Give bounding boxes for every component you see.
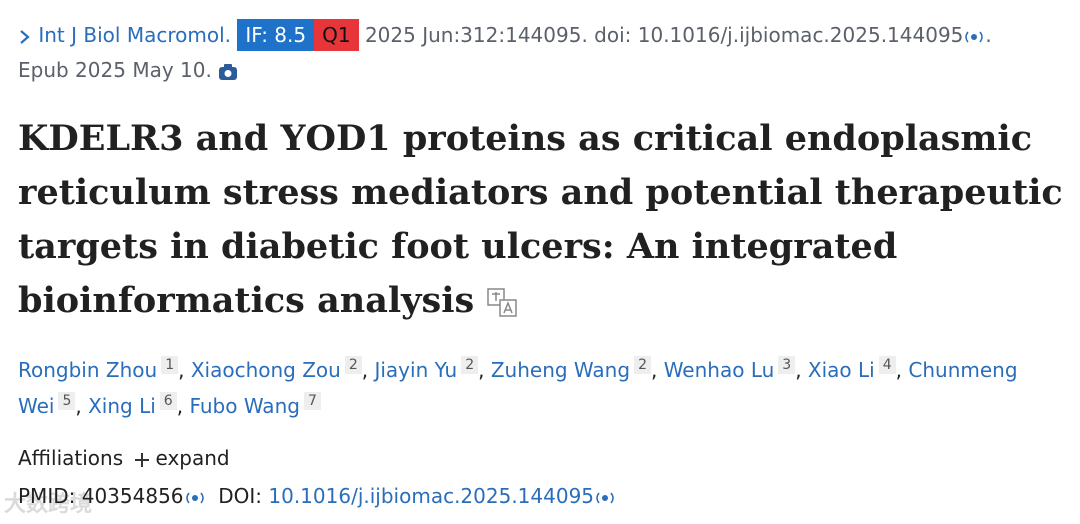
author-name[interactable]: Xiao Li: [807, 358, 875, 382]
author-separator: ,: [478, 358, 485, 382]
author-separator: ,: [650, 358, 658, 382]
quartile-badge: Q1: [314, 19, 359, 51]
affiliation-number[interactable]: 2: [461, 356, 479, 374]
author-name[interactable]: Xiaochong Zou: [190, 358, 341, 382]
doi-icon: [965, 31, 984, 42]
impact-factor-badge: IF: 8.5: [237, 19, 315, 51]
pmid-label: PMID:: [18, 484, 76, 508]
affiliation-number[interactable]: 2: [634, 356, 651, 374]
plus-icon[interactable]: [129, 450, 155, 470]
affiliation-number[interactable]: 1: [161, 356, 179, 374]
author-separator: ,: [178, 358, 185, 382]
affiliation-number[interactable]: 5: [58, 392, 76, 410]
author-name[interactable]: Xing Li: [88, 394, 156, 418]
identifiers: PMID: 40354856 DOI: 10.1016/j.ijbiomac.2…: [18, 480, 616, 512]
author-list: Rongbin Zhou 1, Xiaochong Zou 2, Jiayin Yu…: [18, 352, 1058, 424]
citation-end: .: [985, 23, 992, 47]
translate-icon[interactable]: [486, 286, 520, 320]
author-name[interactable]: Fubo Wang: [189, 394, 300, 418]
doi-link[interactable]: 10.1016/j.ijbiomac.2025.144095: [268, 484, 595, 508]
doi-icon: [596, 492, 614, 503]
journal-link[interactable]: Int J Biol Macromol.: [38, 23, 231, 47]
affiliation-number[interactable]: 7: [303, 392, 321, 410]
affiliations: Affiliations expand: [18, 442, 230, 474]
author-separator: ,: [75, 394, 82, 418]
epub-date: Epub 2025 May 10.: [18, 58, 212, 82]
citation: 2025 Jun:312:144095. doi: 10.1016/j.ijbi…: [364, 23, 964, 47]
author-separator: ,: [895, 358, 903, 382]
author-name[interactable]: Jiayin Yu: [374, 358, 458, 382]
author-separator: ,: [361, 358, 369, 382]
article-title: KDELR3 and YOD1 proteins as critical end…: [18, 112, 1068, 328]
pmid-icon: [185, 492, 204, 503]
author-name[interactable]: Wenhao Lu: [663, 358, 775, 382]
author-name[interactable]: Rongbin Zhou: [18, 358, 158, 382]
affiliation-number[interactable]: 4: [878, 356, 896, 374]
pmid: 40354856: [81, 484, 184, 508]
author-name[interactable]: Zuheng Wang: [490, 358, 631, 382]
affiliation-number[interactable]: 2: [344, 356, 362, 374]
affiliation-number[interactable]: 6: [159, 392, 177, 410]
author-separator: ,: [176, 394, 184, 418]
affiliations-label: Affiliations: [18, 446, 124, 470]
author-separator: ,: [795, 358, 802, 382]
chevron-icon: [20, 29, 30, 44]
author-name[interactable]: Chunmeng Wei: [18, 358, 1018, 418]
expand-button[interactable]: expand: [155, 446, 230, 470]
camera-icon[interactable]: [218, 63, 238, 81]
affiliation-number[interactable]: 3: [778, 356, 796, 374]
title-text: KDELR3 and YOD1 proteins as critical end…: [18, 118, 1063, 321]
doi-label: DOI:: [218, 484, 263, 508]
watermark: 大数跨境: [4, 492, 93, 517]
journal-line: Int J Biol Macromol. IF: 8.5 Q1 2025 Jun:…: [18, 18, 1068, 88]
